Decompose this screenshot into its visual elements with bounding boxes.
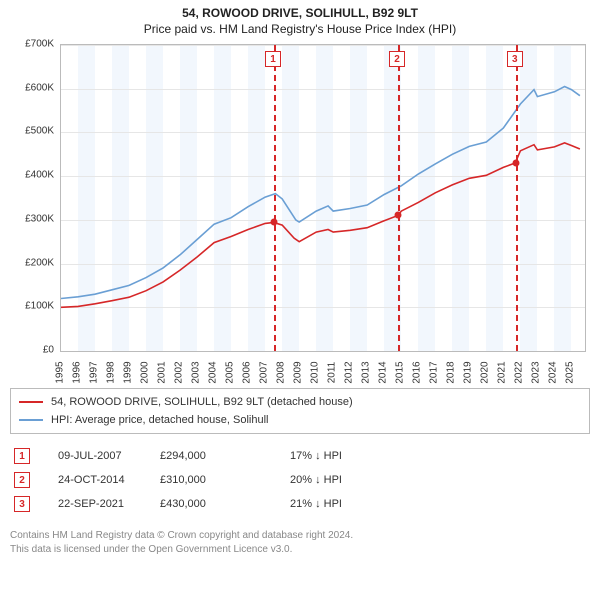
event-diff: 21% ↓ HPI	[290, 498, 420, 510]
y-tick-label: £0	[43, 345, 54, 356]
x-tick-label: 2001	[157, 361, 168, 383]
x-tick-label: 1999	[123, 361, 134, 383]
event-price: £310,000	[160, 474, 290, 486]
y-tick-label: £100K	[25, 301, 54, 312]
footer-line-2: This data is licensed under the Open Gov…	[10, 543, 590, 557]
x-tick-label: 2016	[412, 361, 423, 383]
y-tick-label: £300K	[25, 213, 54, 224]
legend-row: HPI: Average price, detached house, Soli…	[19, 411, 581, 429]
x-tick-label: 1998	[106, 361, 117, 383]
x-tick-label: 2020	[480, 361, 491, 383]
legend-swatch	[19, 419, 43, 421]
x-tick-label: 1996	[72, 361, 83, 383]
event-price: £430,000	[160, 498, 290, 510]
x-tick-label: 2023	[531, 361, 542, 383]
event-diff: 20% ↓ HPI	[290, 474, 420, 486]
x-tick-label: 2000	[140, 361, 151, 383]
x-tick-label: 2002	[174, 361, 185, 383]
series-line	[61, 143, 580, 307]
x-tick-label: 2018	[446, 361, 457, 383]
x-tick-label: 1997	[89, 361, 100, 383]
attribution-footer: Contains HM Land Registry data © Crown c…	[10, 528, 590, 556]
event-date: 09-JUL-2007	[30, 450, 160, 462]
legend-row: 54, ROWOOD DRIVE, SOLIHULL, B92 9LT (det…	[19, 393, 581, 411]
x-tick-label: 2011	[327, 362, 338, 384]
x-tick-label: 2017	[429, 361, 440, 383]
event-marker-dot	[512, 160, 519, 167]
event-number-box: 1	[14, 448, 30, 464]
event-marker-dot	[271, 219, 278, 226]
x-tick-label: 2008	[276, 361, 287, 383]
x-tick-label: 2006	[242, 361, 253, 383]
legend-label: 54, ROWOOD DRIVE, SOLIHULL, B92 9LT (det…	[51, 396, 353, 408]
legend-swatch	[19, 401, 43, 403]
event-row: 224-OCT-2014£310,00020% ↓ HPI	[10, 468, 590, 492]
event-row: 109-JUL-2007£294,00017% ↓ HPI	[10, 444, 590, 468]
x-tick-label: 2005	[225, 361, 236, 383]
x-tick-label: 2012	[344, 361, 355, 383]
x-tick-label: 2019	[463, 361, 474, 383]
y-tick-label: £700K	[25, 39, 54, 50]
footer-line-1: Contains HM Land Registry data © Crown c…	[10, 529, 590, 543]
event-marker-line	[516, 45, 518, 351]
line-chart-svg	[61, 45, 585, 351]
event-number-box: 2	[14, 472, 30, 488]
event-marker-box: 1	[265, 51, 281, 67]
plot-area: 1 2 3	[60, 44, 586, 352]
x-tick-label: 1995	[55, 361, 66, 383]
legend-label: HPI: Average price, detached house, Soli…	[51, 414, 269, 426]
y-tick-label: £500K	[25, 126, 54, 137]
y-tick-label: £200K	[25, 257, 54, 268]
x-tick-label: 2010	[310, 361, 321, 383]
event-marker-line	[274, 45, 276, 351]
x-tick-label: 2009	[293, 361, 304, 383]
x-tick-label: 2004	[208, 361, 219, 383]
x-tick-label: 2015	[395, 361, 406, 383]
chart-legend: 54, ROWOOD DRIVE, SOLIHULL, B92 9LT (det…	[10, 388, 590, 434]
event-diff: 17% ↓ HPI	[290, 450, 420, 462]
chart-area: £0 £100K £200K £300K £400K £500K £600K £700K 1 2…	[10, 40, 590, 380]
x-tick-label: 2013	[361, 361, 372, 383]
chart-title-subtitle: Price paid vs. HM Land Registry's House …	[0, 22, 600, 36]
event-marker-box: 3	[507, 51, 523, 67]
x-tick-label: 2021	[497, 361, 508, 383]
event-number-box: 3	[14, 496, 30, 512]
event-row: 322-SEP-2021£430,00021% ↓ HPI	[10, 492, 590, 516]
event-marker-line	[398, 45, 400, 351]
x-tick-label: 2007	[259, 361, 270, 383]
event-date: 24-OCT-2014	[30, 474, 160, 486]
x-tick-label: 2014	[378, 361, 389, 383]
chart-title-address: 54, ROWOOD DRIVE, SOLIHULL, B92 9LT	[0, 6, 600, 20]
event-marker-dot	[395, 212, 402, 219]
event-marker-box: 2	[389, 51, 405, 67]
x-tick-label: 2024	[548, 361, 559, 383]
event-price: £294,000	[160, 450, 290, 462]
x-tick-label: 2025	[565, 361, 576, 383]
y-tick-label: £600K	[25, 82, 54, 93]
x-tick-label: 2022	[514, 361, 525, 383]
y-tick-label: £400K	[25, 170, 54, 181]
x-axis-labels: 1995199619971998199920002001200220032004…	[60, 352, 586, 380]
x-tick-label: 2003	[191, 361, 202, 383]
chart-title-block: 54, ROWOOD DRIVE, SOLIHULL, B92 9LT Pric…	[0, 0, 600, 40]
series-line	[61, 87, 580, 299]
y-axis-labels: £0£100K£200K£300K£400K£500K£600K£700K	[10, 40, 58, 352]
event-table: 109-JUL-2007£294,00017% ↓ HPI224-OCT-201…	[10, 444, 590, 516]
event-date: 22-SEP-2021	[30, 498, 160, 510]
